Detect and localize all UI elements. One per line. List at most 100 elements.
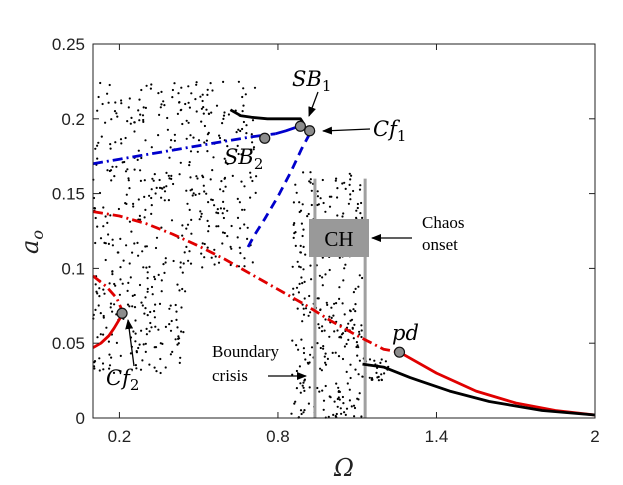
scatter-point xyxy=(150,83,153,86)
scatter-point xyxy=(207,230,210,233)
scatter-point xyxy=(146,290,149,293)
scatter-point xyxy=(188,164,191,167)
scatter-point xyxy=(138,214,141,217)
scatter-point xyxy=(133,306,137,309)
scatter-point xyxy=(143,179,146,182)
scatter-point xyxy=(205,139,208,142)
scatter-point xyxy=(342,212,345,215)
scatter-point xyxy=(359,184,362,187)
scatter-point xyxy=(299,251,302,254)
scatter-point xyxy=(343,267,346,270)
scatter-point xyxy=(119,354,122,357)
scatter-point xyxy=(108,353,111,356)
scatter-point xyxy=(141,250,144,253)
scatter-point xyxy=(295,286,299,289)
scatter-point xyxy=(341,332,345,335)
scatter-point xyxy=(380,373,383,376)
scatter-point xyxy=(310,278,313,281)
scatter-point xyxy=(172,259,175,263)
x-axis-label: Ω xyxy=(333,454,354,482)
scatter-point xyxy=(212,156,215,159)
scatter-point xyxy=(251,179,254,183)
scatter-point xyxy=(353,415,356,418)
scatter-point xyxy=(99,333,102,336)
scatter-point xyxy=(95,290,98,293)
scatter-point xyxy=(349,193,352,196)
marker-pd xyxy=(393,346,406,358)
scatter-point xyxy=(111,238,114,241)
scatter-point xyxy=(302,351,306,355)
scatter-point xyxy=(186,223,190,226)
scatter-point xyxy=(187,121,190,124)
scatter-point xyxy=(141,304,144,307)
scatter-point xyxy=(325,301,328,304)
scatter-point xyxy=(158,302,162,305)
scatter-point xyxy=(199,95,202,98)
scatter-point xyxy=(132,330,135,333)
scatter-point xyxy=(101,102,104,106)
scatter-point xyxy=(104,258,107,262)
scatter-point xyxy=(125,193,128,196)
scatter-point xyxy=(345,407,349,410)
scatter-point xyxy=(96,292,99,295)
scatter-point xyxy=(120,102,123,105)
scatter-point xyxy=(185,189,188,192)
scatter-point xyxy=(102,288,105,291)
scatter-point xyxy=(115,165,118,168)
scatter-point xyxy=(142,343,145,346)
scatter-point xyxy=(229,245,232,248)
scatter-point xyxy=(128,305,131,308)
scatter-point xyxy=(139,368,143,371)
scatter-point xyxy=(324,384,327,388)
scatter-point xyxy=(336,196,339,199)
scatter-point xyxy=(221,212,224,215)
scatter-point xyxy=(158,186,162,189)
scatter-point xyxy=(352,337,355,340)
scatter-point xyxy=(196,150,199,153)
scatter-point xyxy=(126,120,129,123)
scatter-point xyxy=(143,216,146,219)
scatter-point xyxy=(140,156,143,160)
scatter-point xyxy=(249,148,253,151)
scatter-point xyxy=(169,329,173,332)
scatter-point xyxy=(179,356,182,359)
scatter-point xyxy=(99,237,103,240)
scatter-point xyxy=(132,202,135,205)
scatter-point xyxy=(301,303,304,306)
scatter-point xyxy=(115,341,118,344)
scatter-point xyxy=(200,212,203,215)
scatter-point xyxy=(240,153,243,156)
scatter-point xyxy=(119,278,122,281)
scatter-point xyxy=(219,188,222,191)
scatter-point xyxy=(186,202,189,205)
scatter-point xyxy=(195,110,198,113)
scatter-point xyxy=(245,132,248,135)
scatter-point xyxy=(316,297,319,300)
scatter-point xyxy=(301,320,304,323)
scatter-point xyxy=(111,273,114,276)
scatter-point xyxy=(165,171,168,174)
scatter-point xyxy=(148,330,151,333)
plot-frame xyxy=(92,43,596,419)
scatter-point xyxy=(360,324,363,327)
scatter-point xyxy=(300,276,303,279)
scatter-point xyxy=(127,281,130,284)
scatter-point xyxy=(144,342,147,345)
scatter-point xyxy=(352,189,355,193)
scatter-point xyxy=(302,313,306,316)
scatter-point xyxy=(210,198,213,201)
scatter-point xyxy=(190,92,193,95)
scatter-point xyxy=(295,387,298,390)
scatter-point xyxy=(158,178,161,182)
scatter-point xyxy=(185,119,188,122)
scatter-point xyxy=(337,355,341,358)
scatter-point xyxy=(215,225,218,228)
scatter-point xyxy=(113,175,116,178)
scatter-point xyxy=(324,361,327,364)
scatter-point xyxy=(170,174,173,177)
scatter-point xyxy=(302,411,305,414)
scatter-point xyxy=(243,223,246,226)
scatter-point xyxy=(339,407,342,410)
scatter-point xyxy=(138,343,141,346)
scatter-point xyxy=(206,219,209,222)
